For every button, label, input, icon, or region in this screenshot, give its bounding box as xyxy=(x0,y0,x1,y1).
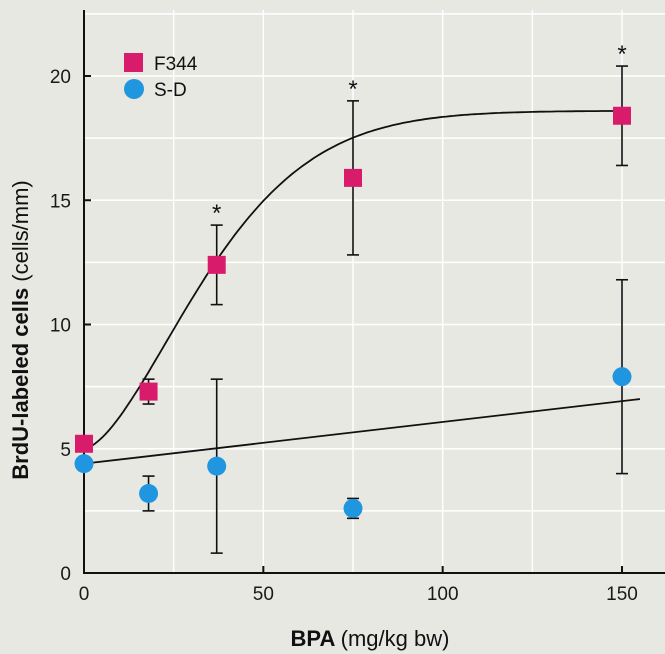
x-tick-label: 50 xyxy=(253,584,274,605)
y-axis-title: BrdU-labeled cells (cells/mm) xyxy=(8,180,33,480)
legend-marker-sd xyxy=(124,79,144,99)
data-point-f344 xyxy=(207,255,226,274)
data-point-sd xyxy=(207,456,227,476)
legend-marker-f344 xyxy=(124,53,143,72)
x-tick-label: 0 xyxy=(79,584,90,605)
data-point-f344 xyxy=(613,106,631,125)
fit-line-sd xyxy=(83,398,641,465)
significance-star: * xyxy=(348,76,357,103)
tick-labels: 0 50 100 150 0 5 10 15 20 xyxy=(50,67,638,605)
significance-marks: * * * xyxy=(212,41,627,227)
data-point-f344 xyxy=(75,434,93,453)
data-points xyxy=(74,106,632,518)
data-point-sd xyxy=(343,498,363,518)
data-point-f344 xyxy=(344,168,362,187)
data-point-sd xyxy=(139,483,159,503)
data-point-sd xyxy=(612,367,632,387)
y-tick-label: 5 xyxy=(60,440,71,461)
significance-star: * xyxy=(212,200,221,227)
data-point-sd xyxy=(74,454,94,474)
x-tick-label: 150 xyxy=(606,584,638,605)
x-tick-label: 100 xyxy=(427,584,459,605)
legend-label-f344: F344 xyxy=(154,54,198,75)
y-tick-label: 0 xyxy=(60,564,71,585)
fit-curves xyxy=(83,110,641,465)
x-axis-title: BPA (mg/kg bw) xyxy=(291,626,450,651)
y-tick-label: 15 xyxy=(50,191,71,212)
significance-star: * xyxy=(617,41,626,68)
legend: F344 S-D xyxy=(124,53,198,101)
y-tick-label: 20 xyxy=(50,67,71,88)
legend-label-sd: S-D xyxy=(154,80,187,101)
data-point-f344 xyxy=(139,382,158,401)
y-tick-label: 10 xyxy=(50,316,71,337)
